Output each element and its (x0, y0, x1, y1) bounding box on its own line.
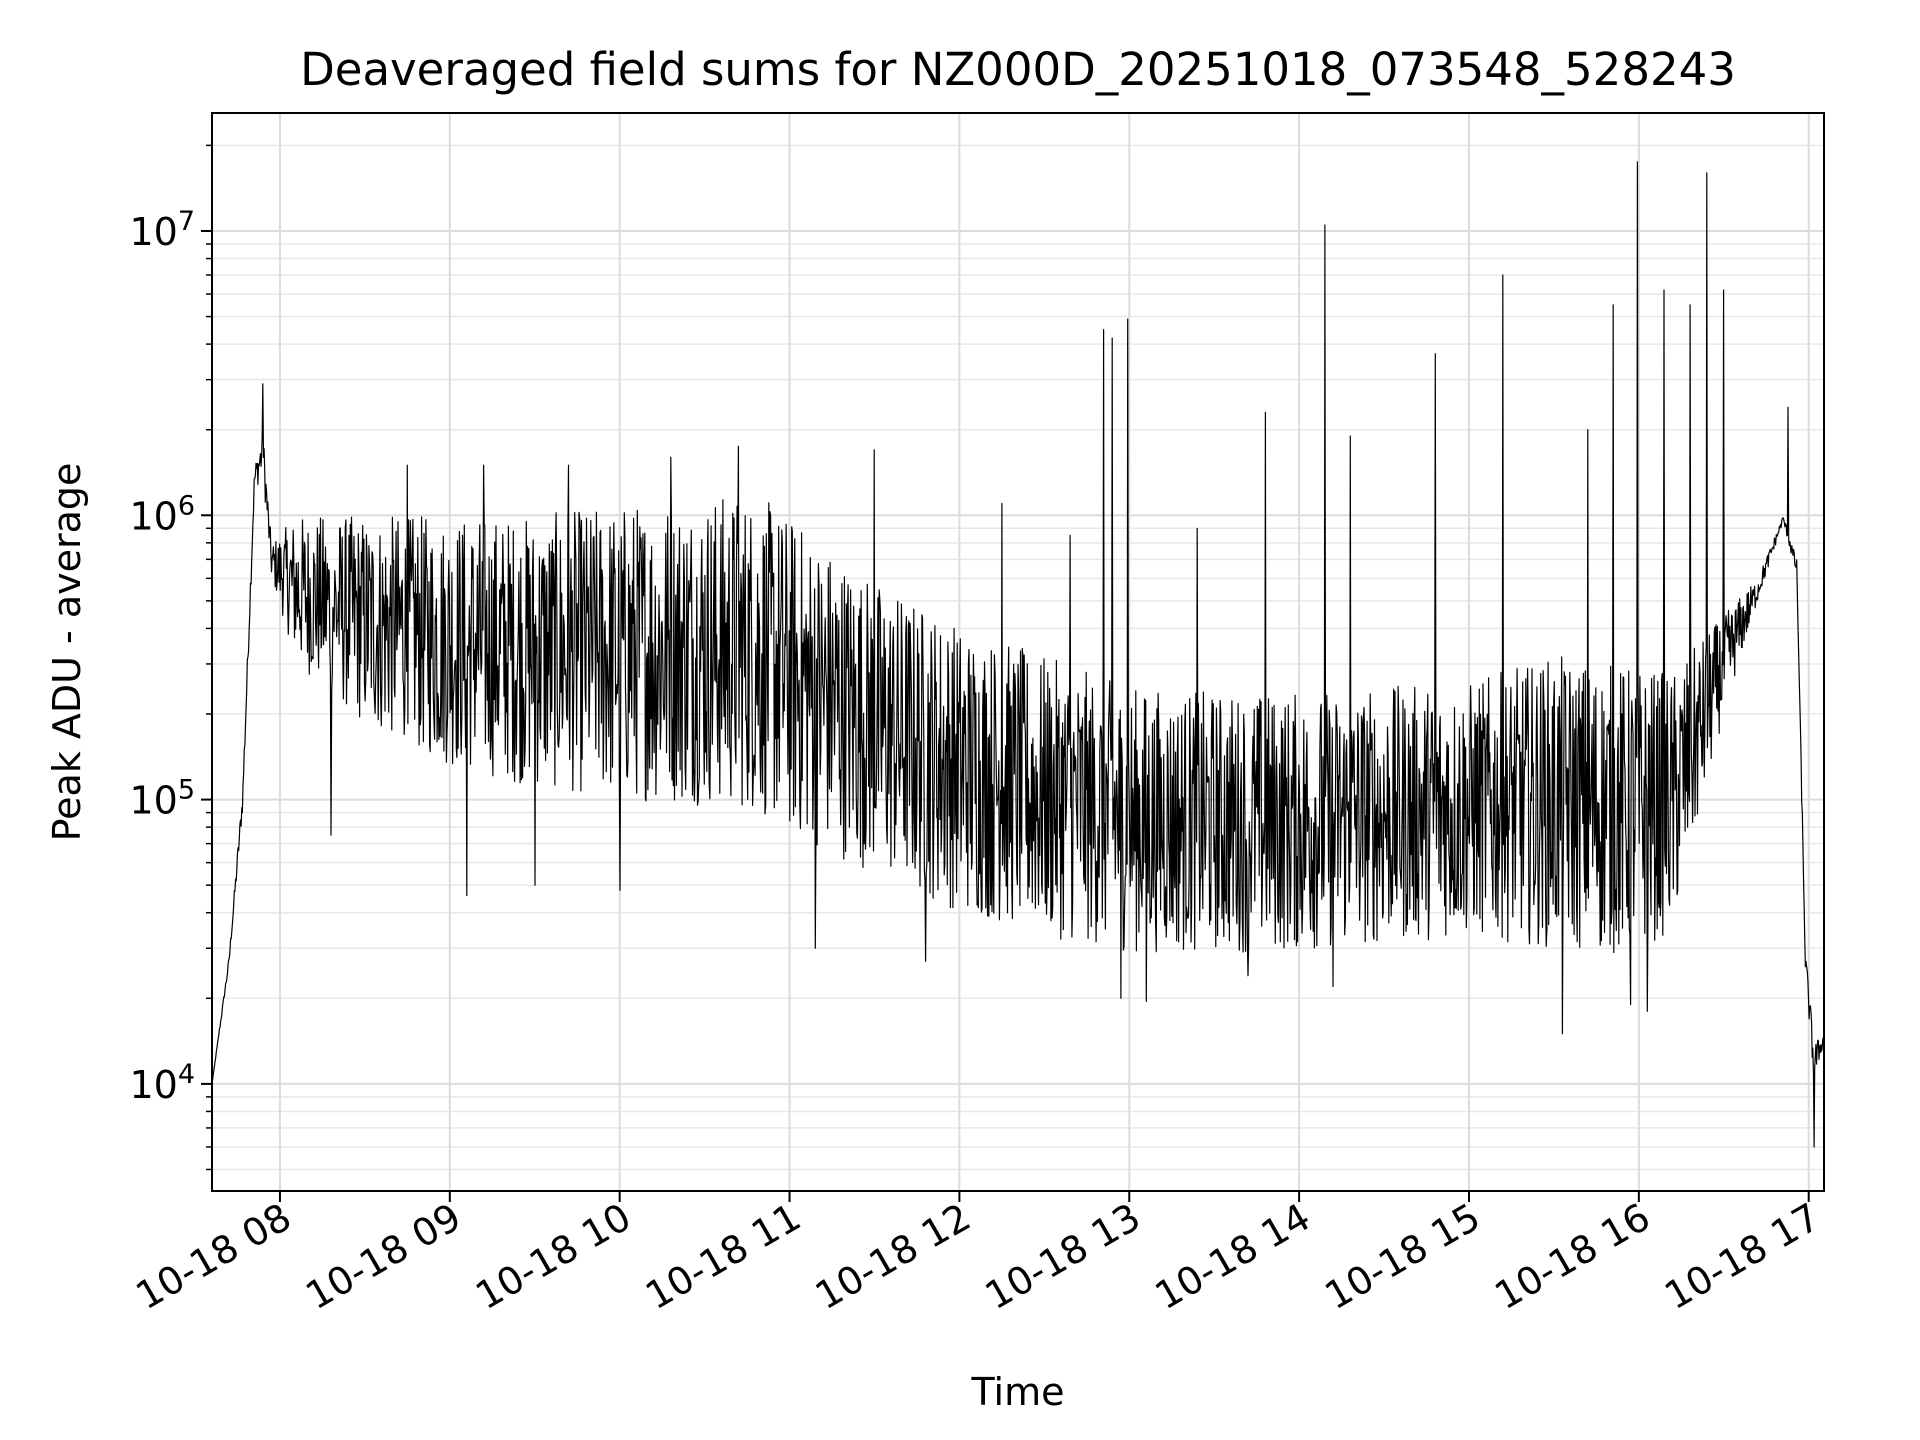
axes-frame (211, 112, 1825, 1192)
y-tick-exponent: 5 (178, 775, 195, 806)
y-tick-label: 107 (129, 206, 195, 254)
y-tick-label: 105 (129, 775, 195, 823)
y-tick-base: 10 (129, 494, 177, 538)
y-tick-label: 104 (129, 1059, 195, 1107)
y-axis-label: Peak ADU - average (45, 463, 89, 842)
series-area (211, 161, 1825, 1148)
y-tick-base: 10 (129, 210, 177, 254)
y-tick-exponent: 7 (178, 206, 195, 237)
y-tick-base: 10 (129, 779, 177, 823)
y-tick-base: 10 (129, 1063, 177, 1107)
series-line (211, 161, 1825, 1148)
y-tick-exponent: 6 (178, 490, 195, 521)
x-axis-label: Time (971, 1370, 1065, 1414)
chart-title: Deaveraged field sums for NZ000D_2025101… (300, 43, 1736, 96)
y-tick-exponent: 4 (178, 1059, 195, 1090)
y-tick-label: 106 (129, 490, 195, 538)
